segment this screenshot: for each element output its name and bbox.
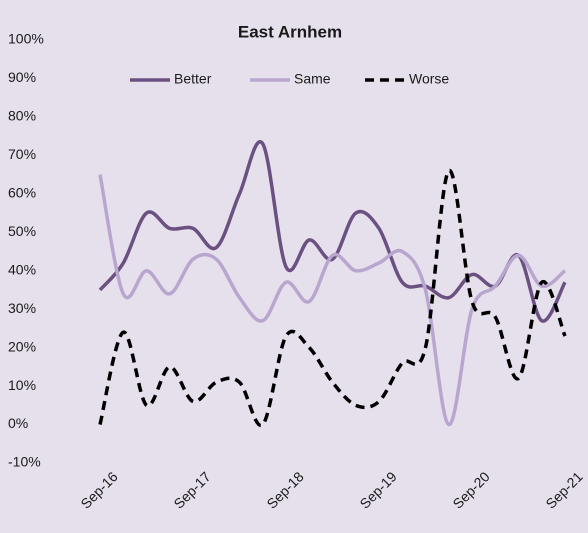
legend-label: Better xyxy=(174,71,212,87)
y-tick-label: 80% xyxy=(8,108,36,124)
x-tick-label: Sep-19 xyxy=(356,468,399,511)
x-tick-label: Sep-16 xyxy=(77,468,120,511)
y-tick-label: 20% xyxy=(8,338,36,354)
y-tick-label: 60% xyxy=(8,185,36,201)
y-tick-label: 50% xyxy=(8,223,36,239)
line xyxy=(98,168,567,428)
y-tick-label: 40% xyxy=(8,261,36,277)
y-tick-label: 30% xyxy=(8,300,36,316)
x-tick-label: Sep-18 xyxy=(263,468,306,511)
y-tick-label: 100% xyxy=(8,31,44,47)
y-tick-label: 70% xyxy=(8,146,36,162)
x-tick-label: Sep-20 xyxy=(449,468,492,511)
legend-label: Worse xyxy=(409,71,449,87)
x-tick-label: Sep-21 xyxy=(542,468,585,511)
y-tick-label: 0% xyxy=(8,415,28,431)
line xyxy=(98,174,567,427)
legend-label: Same xyxy=(294,71,331,87)
y-tick-label: -10% xyxy=(8,454,41,470)
chart-title: East Arnhem xyxy=(238,22,342,41)
y-tick-label: 10% xyxy=(8,377,36,393)
y-tick-label: 90% xyxy=(8,69,36,85)
x-tick-label: Sep-17 xyxy=(170,468,213,511)
